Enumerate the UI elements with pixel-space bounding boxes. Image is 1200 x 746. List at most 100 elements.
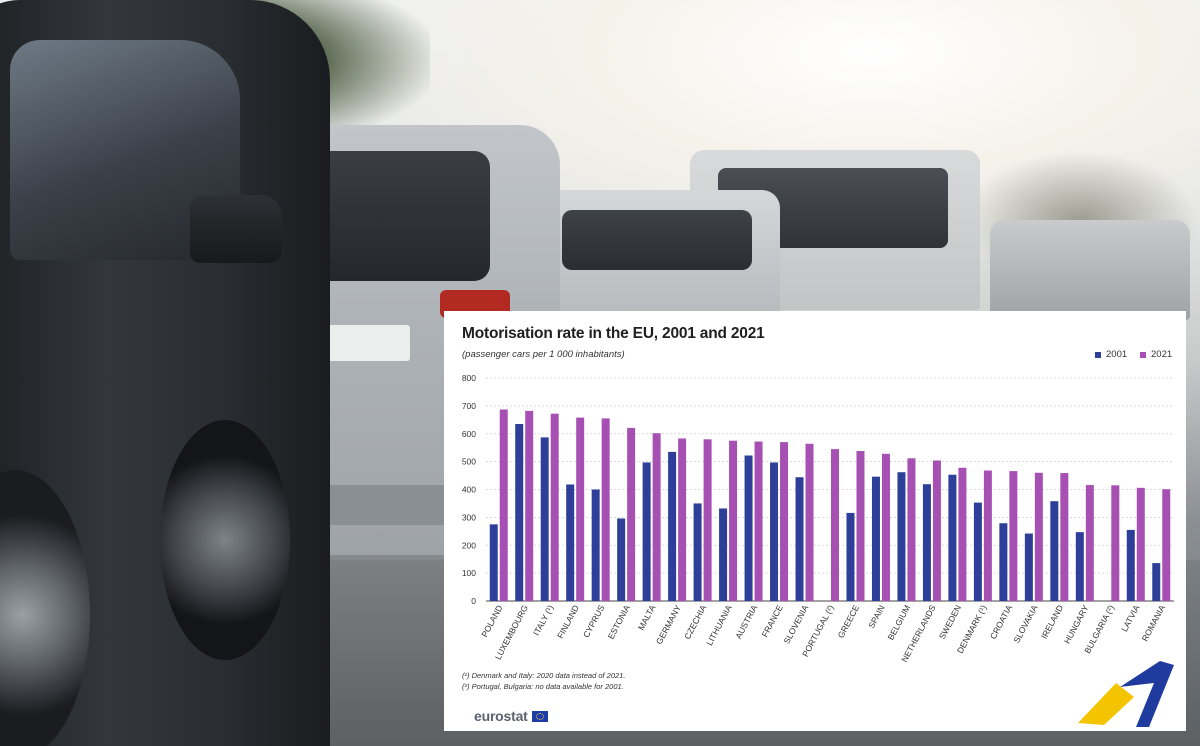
bar-2021	[652, 433, 661, 601]
bar-2021	[1009, 471, 1018, 601]
x-tick-label: SWEDEN	[937, 603, 963, 641]
bar-2021	[1060, 473, 1069, 601]
bar-2001	[719, 508, 728, 601]
bar-2021	[907, 458, 916, 601]
legend-label-2001: 2001	[1106, 349, 1128, 360]
x-tick-label: SLOVAKIA	[1011, 603, 1039, 645]
x-tick-label: LATVIA	[1119, 603, 1141, 633]
legend-label-2021: 2021	[1151, 349, 1173, 360]
x-tick-label: ROMANIA	[1140, 603, 1168, 643]
x-tick-label: BELGIUM	[885, 603, 912, 641]
legend-item-2001: 2001	[1095, 349, 1127, 360]
y-tick-label: 700	[462, 401, 476, 411]
bar-2001	[515, 423, 524, 601]
x-tick-label: SPAIN	[866, 603, 887, 630]
x-tick-label: SLOVENIA	[781, 603, 810, 646]
bar-2021	[576, 417, 585, 601]
legend-swatch-2021	[1140, 351, 1146, 358]
chart-panel: 0 100 200 300 400 500 600 700 800 POLAND LUXEMBOUR…	[444, 311, 1186, 731]
legend-swatch-2001	[1095, 351, 1101, 358]
bar-2001	[897, 472, 906, 601]
side-mirror	[190, 195, 282, 263]
eu-flag-icon	[531, 710, 548, 722]
bar-2001	[795, 477, 804, 601]
x-tick-label: POLAND	[479, 603, 504, 639]
x-tick-label: CROATIA	[988, 603, 1014, 641]
y-tick-label: 200	[462, 540, 476, 550]
rear-wheel	[160, 420, 290, 660]
x-tick-label: FINLAND	[555, 603, 581, 640]
bar-2021	[499, 409, 508, 601]
bar-2021	[729, 440, 738, 601]
y-tick-label: 400	[462, 485, 476, 495]
x-tick-label: CZECHIA	[682, 603, 708, 641]
bar-2001	[617, 518, 626, 601]
silver-car	[540, 190, 780, 330]
x-tick-label: HUNGARY	[1062, 603, 1091, 645]
bar-2021	[780, 442, 789, 601]
distant-car	[990, 220, 1190, 320]
footnote-2: (²) Portugal, Bulgaria: no data availabl…	[462, 682, 624, 691]
bar-2021	[525, 410, 534, 601]
y-tick-label: 0	[471, 596, 476, 606]
bar-2001	[642, 462, 651, 601]
x-tick-label: AUSTRIA	[733, 603, 759, 641]
x-tick-label: ESTONIA	[606, 603, 632, 641]
bar-2001	[871, 476, 880, 601]
bar-2021	[678, 438, 687, 601]
bar-2001	[846, 512, 855, 601]
bar-2001	[948, 474, 957, 601]
bar-2021	[703, 439, 712, 601]
bar-2001	[668, 451, 677, 601]
chart-subtitle: (passenger cars per 1 000 inhabitants)	[462, 349, 625, 360]
x-tick-label: FRANCE	[760, 603, 785, 639]
y-tick-label: 300	[462, 512, 476, 522]
bar-2021	[881, 453, 890, 601]
x-tick-label: IRELAND	[1039, 603, 1065, 640]
bar-2001	[1152, 563, 1161, 601]
bar-2001	[973, 502, 982, 601]
bar-2021	[856, 451, 865, 601]
bar-2001	[1126, 529, 1135, 601]
bar-2021	[1111, 485, 1120, 601]
dark-suv	[0, 0, 330, 746]
bar-2001	[1024, 533, 1033, 601]
x-tick-label: MALTA	[636, 603, 658, 632]
bar-2001	[591, 489, 600, 601]
bar-2001	[744, 455, 753, 601]
x-tick-label: LITHUANIA	[704, 603, 734, 647]
bar-2001	[770, 462, 779, 601]
y-tick-label: 100	[462, 568, 476, 578]
bar-2021	[550, 413, 559, 601]
bar-2001	[999, 523, 1008, 601]
bar-2021	[1136, 487, 1145, 601]
bar-2021	[627, 427, 636, 601]
legend-item-2021: 2021	[1140, 349, 1172, 360]
bar-2001	[489, 524, 498, 601]
front-wheel	[0, 470, 90, 746]
bar-2021	[754, 441, 763, 601]
y-tick-label: 500	[462, 457, 476, 467]
bar-2001	[566, 484, 575, 601]
footnote-1: (¹) Denmark and Italy: 2020 data instead…	[462, 671, 626, 680]
bar-2001	[540, 437, 549, 601]
bar-2001	[1075, 532, 1084, 601]
x-tick-label: ITALY (¹)	[531, 603, 555, 637]
x-tick-label: GREECE	[836, 603, 862, 640]
bar-2001	[1050, 501, 1059, 601]
silver-car-window	[562, 210, 752, 270]
bar-chart: 0100200300400500600700800POLANDLUXEMBOUR…	[462, 373, 1174, 664]
bar-2021	[958, 467, 967, 601]
bar-2021	[1034, 472, 1043, 601]
bar-2021	[805, 443, 814, 601]
y-tick-label: 800	[462, 373, 476, 383]
bar-2021	[1162, 489, 1171, 601]
bar-2021	[1085, 485, 1094, 601]
bar-2001	[922, 484, 931, 601]
chart-title: Motorisation rate in the EU, 2001 and 20…	[462, 325, 765, 342]
eurostat-wordmark: eurostat	[474, 708, 528, 724]
eurostat-logo: eurostat	[474, 708, 548, 724]
x-tick-label: GERMANY	[654, 603, 683, 646]
bar-2021	[831, 449, 839, 601]
bar-2021	[601, 418, 610, 601]
